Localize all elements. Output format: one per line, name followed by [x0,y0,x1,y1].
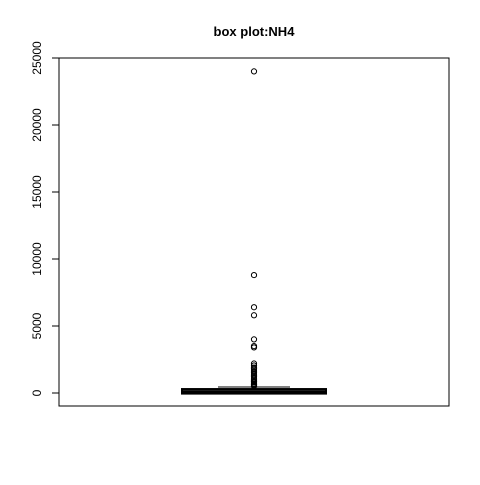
outlier-point [250,312,258,319]
outlier-point [250,68,258,75]
outlier-point [250,344,258,351]
y-tick-label: 15000 [30,175,44,209]
outlier-group [250,68,258,390]
outlier-point [250,304,258,311]
y-tick-label: 5000 [30,312,44,339]
y-tick-label: 0 [30,389,44,396]
outlier-point [250,383,258,390]
y-tick-label: 25000 [30,41,44,75]
outlier-point [250,271,258,279]
chart-title: box plot:NH4 [214,24,296,39]
y-tick-label: 20000 [30,108,44,142]
outlier-point [250,336,258,343]
y-axis: 0 5000 10000 15000 20000 25000 [30,41,60,396]
y-tick-label: 10000 [30,242,44,276]
outlier-point [250,362,258,369]
